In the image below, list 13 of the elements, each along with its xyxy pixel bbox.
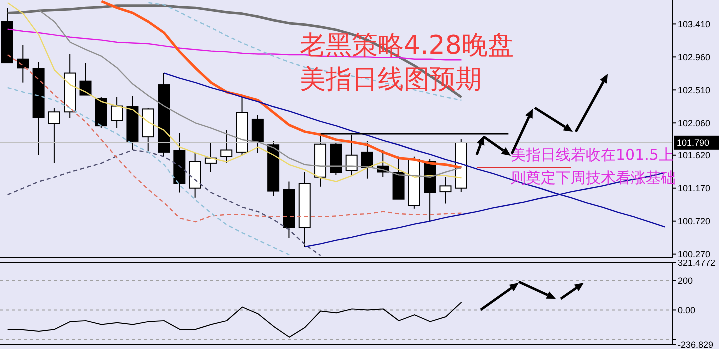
y-tick-label: 103.410 [678,19,711,30]
ref-line-label: 101.790 [677,138,710,148]
y-tick-label: 200 [678,276,694,286]
y-tick-label: 101.170 [678,184,711,194]
y-tick-label: 102.060 [678,118,711,128]
y-tick-label: 102.960 [678,52,711,62]
y-tick-label: -236.829 [678,340,714,349]
y-tick-label: 102.510 [678,85,711,96]
y-tick-label: 0.00 [678,305,696,316]
y-tick-label: 101.620 [678,150,711,161]
y-tick-label: 100.270 [678,250,711,260]
y-tick-label: 100.720 [678,216,711,227]
y-tick-label: 321.4772 [678,258,716,268]
